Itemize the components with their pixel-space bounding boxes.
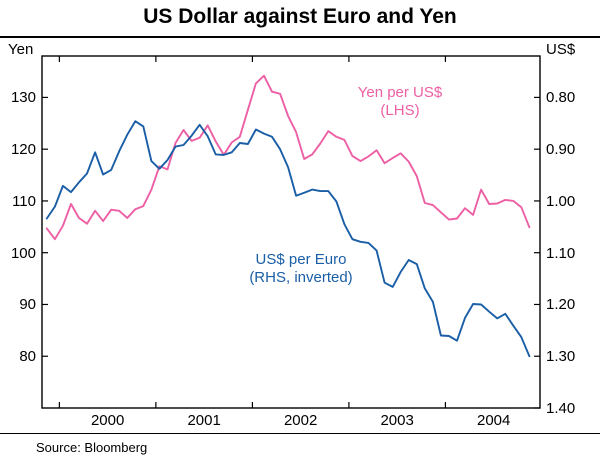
series-line-usd-per-euro xyxy=(45,120,531,358)
x-axis-tick-label: 2000 xyxy=(90,412,125,429)
chart-title: US Dollar against Euro and Yen xyxy=(143,5,457,28)
right-axis-tick-label: 1.00 xyxy=(546,192,576,210)
x-axis-tick-label: 2001 xyxy=(187,412,221,429)
right-axis-tick-label: 1.10 xyxy=(546,244,576,262)
left-axis-unit-label: Yen xyxy=(8,41,34,58)
x-axis-tick-label: 2004 xyxy=(476,412,511,429)
right-axis-tick-label: 0.90 xyxy=(546,141,576,159)
euro-annotation-line2: (RHS, inverted) xyxy=(249,269,353,286)
source-note: Source: Bloomberg xyxy=(36,440,148,455)
bottom-rule xyxy=(0,433,600,434)
yen-series-annotation: Yen per US$ (LHS) xyxy=(330,84,470,120)
left-axis-tick-label: 120 xyxy=(10,141,36,159)
right-axis-unit-label: US$ xyxy=(546,41,576,58)
left-axis-tick-label: 100 xyxy=(10,244,36,262)
plot-frame xyxy=(41,55,541,409)
left-axis-tick-label: 90 xyxy=(19,296,36,314)
right-axis-tick-label: 1.20 xyxy=(546,296,576,314)
right-axis-tick-label: 0.80 xyxy=(546,89,576,107)
left-axis-tick-label: 80 xyxy=(19,348,36,366)
left-axis-tick-label: 130 xyxy=(10,89,36,107)
right-axis-tick-label: 1.40 xyxy=(546,400,576,417)
euro-annotation-line1: US$ per Euro xyxy=(255,251,347,268)
title-underline xyxy=(0,36,600,38)
series-line-yen-per-usd xyxy=(45,74,531,241)
x-axis-tick-label: 2002 xyxy=(283,412,318,429)
right-axis-tick-label: 1.30 xyxy=(546,348,576,366)
left-axis-tick-label: 110 xyxy=(12,192,36,210)
x-axis-tick-label: 2003 xyxy=(380,412,414,429)
yen-annotation-line1: Yen per US$ xyxy=(357,84,443,101)
euro-series-annotation: US$ per Euro (RHS, inverted) xyxy=(228,251,374,287)
yen-annotation-line2: (LHS) xyxy=(380,102,420,119)
